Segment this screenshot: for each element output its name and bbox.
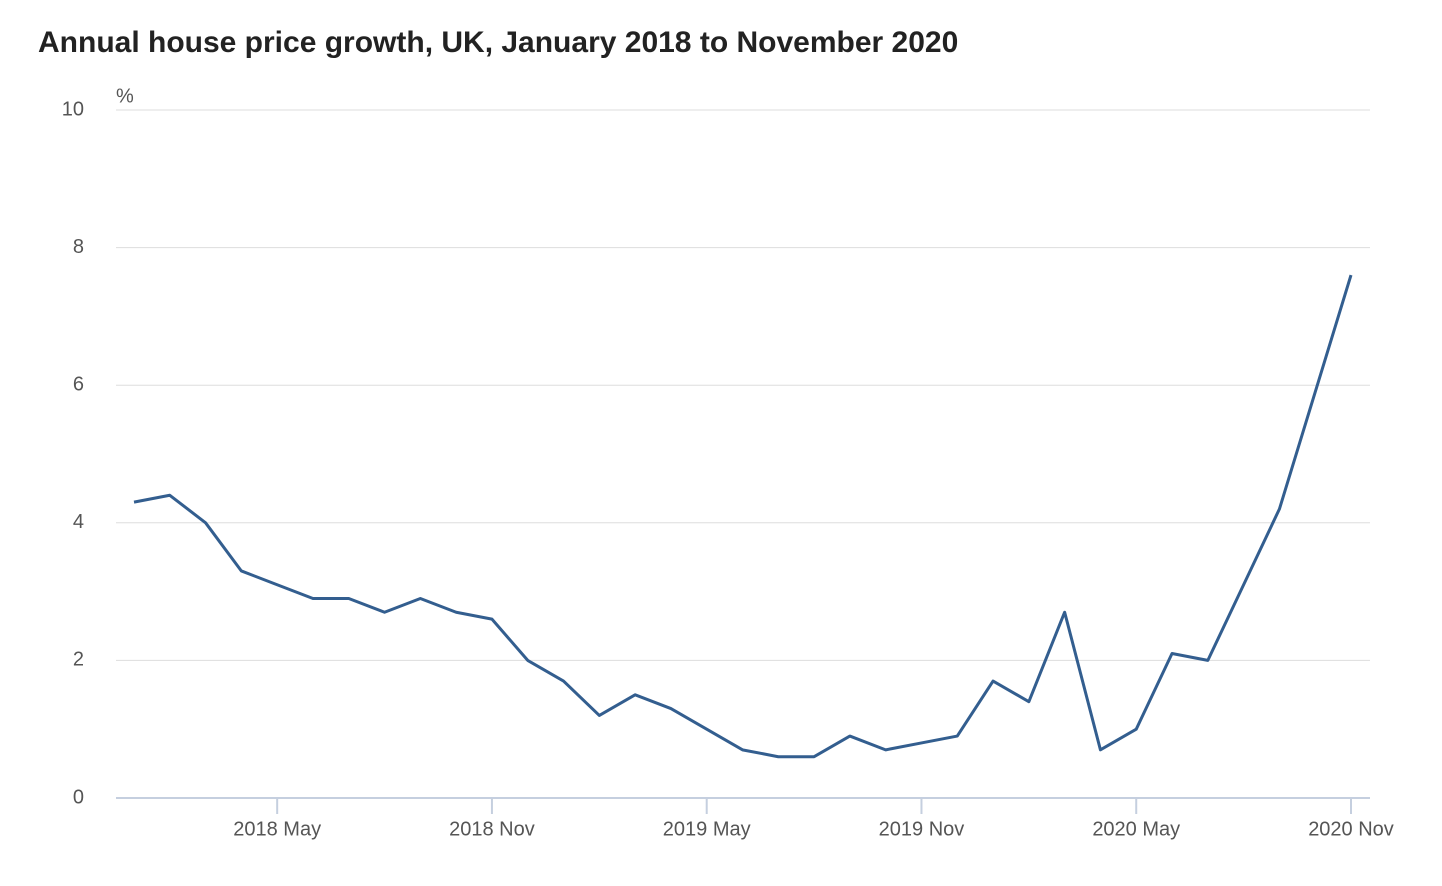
- y-unit: %: [116, 85, 134, 107]
- x-tick-label: 2018 May: [233, 818, 321, 840]
- x-tick-label: 2019 May: [663, 818, 751, 840]
- y-tick-label: 6: [73, 373, 84, 395]
- x-tick-label: 2020 May: [1092, 818, 1180, 840]
- x-tick-label: 2018 Nov: [449, 818, 535, 840]
- x-tick-label: 2020 Nov: [1308, 818, 1394, 840]
- y-tick-label: 8: [73, 236, 84, 258]
- chart-title: Annual house price growth, UK, January 2…: [38, 26, 958, 59]
- x-tick-label: 2019 Nov: [879, 818, 965, 840]
- y-tick-label: 4: [73, 511, 84, 533]
- y-tick-label: 2: [73, 649, 84, 671]
- y-tick-label: 0: [73, 786, 84, 808]
- y-tick-label: 10: [62, 98, 84, 120]
- data-line: [133, 274, 1353, 759]
